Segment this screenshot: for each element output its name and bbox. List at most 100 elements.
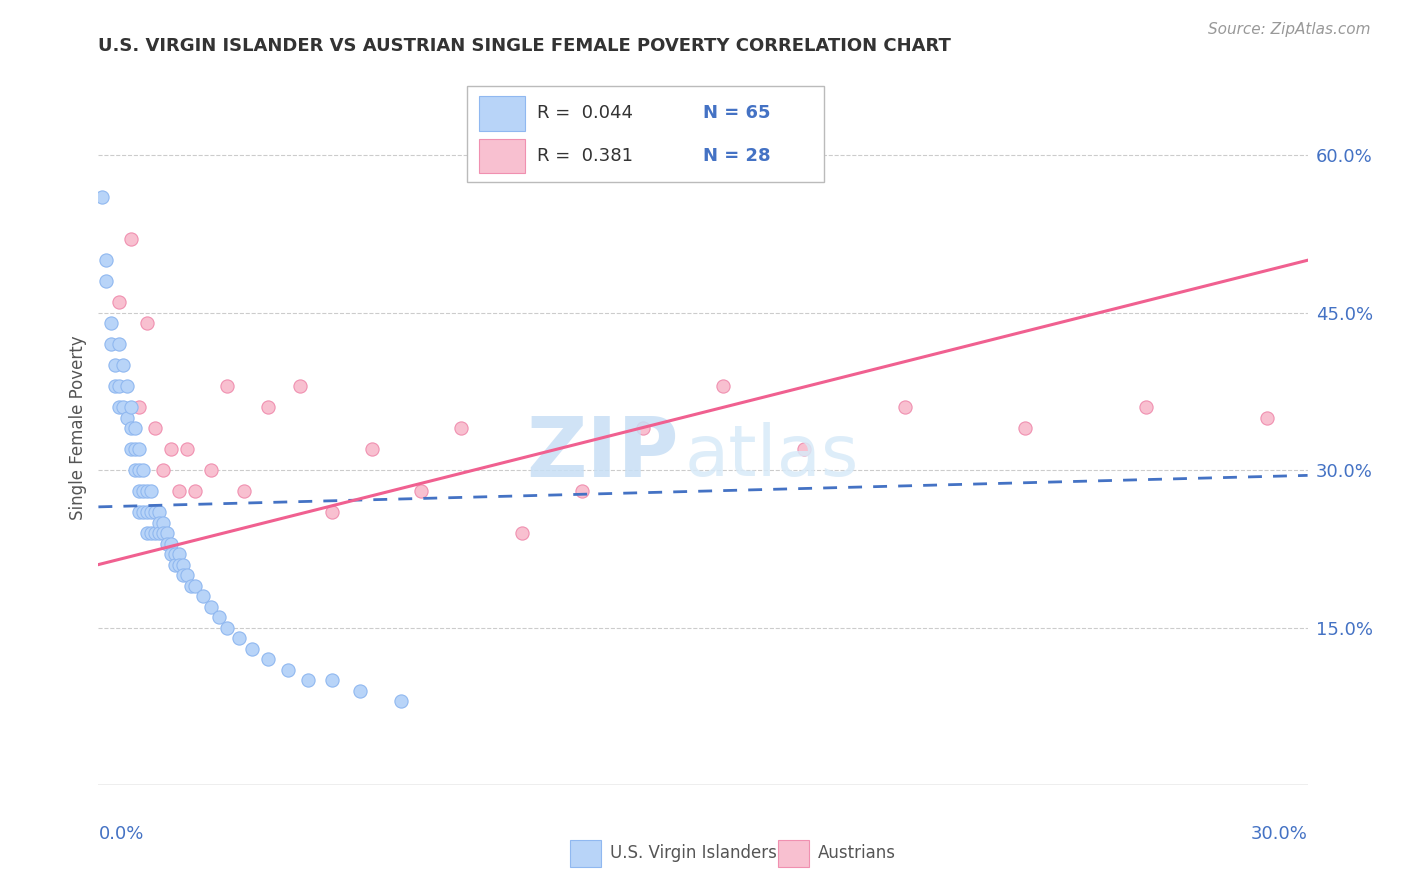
Point [111,358,134,372]
Point [143,421,166,435]
Point [184,484,207,499]
Point [450,421,472,435]
Point [160,547,183,561]
Point [100,316,122,330]
Text: N = 28: N = 28 [703,147,770,165]
Point [128,400,150,414]
Point [217,621,239,635]
Point [160,536,183,550]
Point [184,578,207,592]
Text: R =  0.044: R = 0.044 [537,104,633,122]
Point [571,484,593,499]
Point [148,526,170,541]
Point [100,337,122,351]
Point [128,442,150,457]
Point [180,578,202,592]
Point [167,484,190,499]
Bar [569,840,602,867]
Point [107,295,129,310]
Point [96,253,118,268]
Point [120,232,142,246]
Point [91,190,114,204]
Point [139,505,162,519]
Point [893,400,915,414]
Bar [778,840,810,867]
Point [148,516,170,530]
Point [135,484,157,499]
Point [631,421,654,435]
Point [107,379,129,393]
Point [409,484,432,499]
Point [124,463,146,477]
Point [321,673,343,687]
Point [349,683,371,698]
Point [139,484,162,499]
Text: Austrians: Austrians [818,844,896,862]
Point [176,568,198,582]
Point [120,442,142,457]
Point [107,400,129,414]
Point [389,694,412,708]
Point [200,599,222,614]
Point [361,442,384,457]
Point [256,652,278,666]
Point [135,505,157,519]
Bar [479,139,526,173]
Text: N = 65: N = 65 [703,104,770,122]
Point [176,442,198,457]
Text: 0.0%: 0.0% [98,825,143,843]
Point [115,410,138,425]
Point [256,400,278,414]
Text: U.S. Virgin Islanders: U.S. Virgin Islanders [610,844,776,862]
Point [288,379,311,393]
Point [232,484,254,499]
Y-axis label: Single Female Poverty: Single Female Poverty [69,336,87,520]
Point [120,400,142,414]
Point [208,610,231,624]
Point [132,484,155,499]
Point [124,421,146,435]
Point [96,274,118,288]
Text: atlas: atlas [685,422,859,491]
Point [143,526,166,541]
Point [152,516,174,530]
Point [135,316,157,330]
Point [143,505,166,519]
Point [1256,410,1278,425]
Point [297,673,319,687]
Point [103,358,125,372]
Point [115,379,138,393]
Bar [479,96,526,130]
Point [321,505,343,519]
Text: 30.0%: 30.0% [1251,825,1308,843]
Point [132,463,155,477]
Point [167,547,190,561]
Point [152,463,174,477]
Point [132,505,155,519]
Point [139,526,162,541]
Point [163,547,186,561]
Point [128,463,150,477]
Point [156,526,179,541]
Point [128,484,150,499]
Point [217,379,239,393]
Point [793,442,815,457]
Point [1135,400,1157,414]
Point [120,421,142,435]
Point [124,442,146,457]
Point [152,526,174,541]
Point [156,536,179,550]
Text: ZIP: ZIP [526,413,679,493]
Point [167,558,190,572]
Point [1014,421,1036,435]
Point [160,442,183,457]
Point [103,379,125,393]
Point [107,337,129,351]
Point [135,526,157,541]
Text: U.S. VIRGIN ISLANDER VS AUSTRIAN SINGLE FEMALE POVERTY CORRELATION CHART: U.S. VIRGIN ISLANDER VS AUSTRIAN SINGLE … [98,37,952,54]
Point [172,558,194,572]
Text: Source: ZipAtlas.com: Source: ZipAtlas.com [1208,22,1371,37]
Point [240,641,263,656]
Point [711,379,734,393]
Point [111,400,134,414]
